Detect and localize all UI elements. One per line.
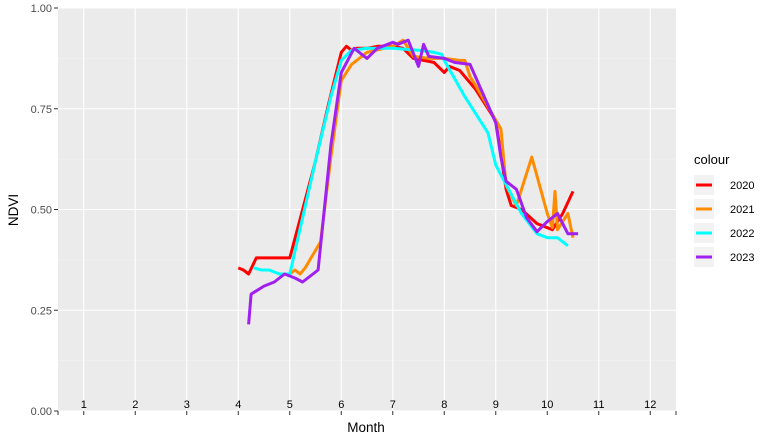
- y-tick-label: 0.75: [31, 104, 52, 116]
- month-label: 1: [81, 399, 87, 411]
- month-label: 12: [644, 399, 656, 411]
- month-labels: 1 2 3 4 5 6 7 8 9 10 11 12: [81, 399, 657, 411]
- x-axis-title: Month: [347, 420, 385, 435]
- month-label: 6: [338, 399, 344, 411]
- legend-label-2023: 2023: [730, 252, 754, 264]
- series-line-2023: [247, 38, 579, 325]
- month-label: 2: [132, 399, 138, 411]
- series-line-2022: [253, 46, 569, 276]
- month-label: 5: [287, 399, 293, 411]
- grid-major-lines: [58, 7, 676, 412]
- legend-label-2022: 2022: [730, 228, 754, 240]
- month-label: 8: [441, 399, 447, 411]
- month-label: 11: [593, 399, 604, 411]
- legend-label-2020: 2020: [730, 180, 754, 192]
- x-axis: [57, 411, 677, 415]
- y-tick-label: 1.00: [31, 3, 52, 15]
- y-axis-title: NDVI: [6, 194, 21, 226]
- legend-label-2021: 2021: [730, 204, 754, 216]
- y-tick-label: 0.00: [31, 406, 52, 418]
- legend: colour 2020 2021 2022 2023: [694, 152, 754, 267]
- month-label: 10: [541, 399, 553, 411]
- month-label: 3: [184, 399, 190, 411]
- month-label: 7: [390, 399, 396, 411]
- y-axis: 0.00 0.25 0.50 0.75 1.00: [31, 3, 58, 418]
- series-lines: [237, 38, 579, 325]
- y-tick-label: 0.25: [31, 305, 52, 317]
- month-label: 4: [235, 399, 241, 411]
- month-label: 9: [493, 399, 499, 411]
- legend-title: colour: [694, 152, 730, 167]
- y-tick-label: 0.50: [31, 205, 52, 217]
